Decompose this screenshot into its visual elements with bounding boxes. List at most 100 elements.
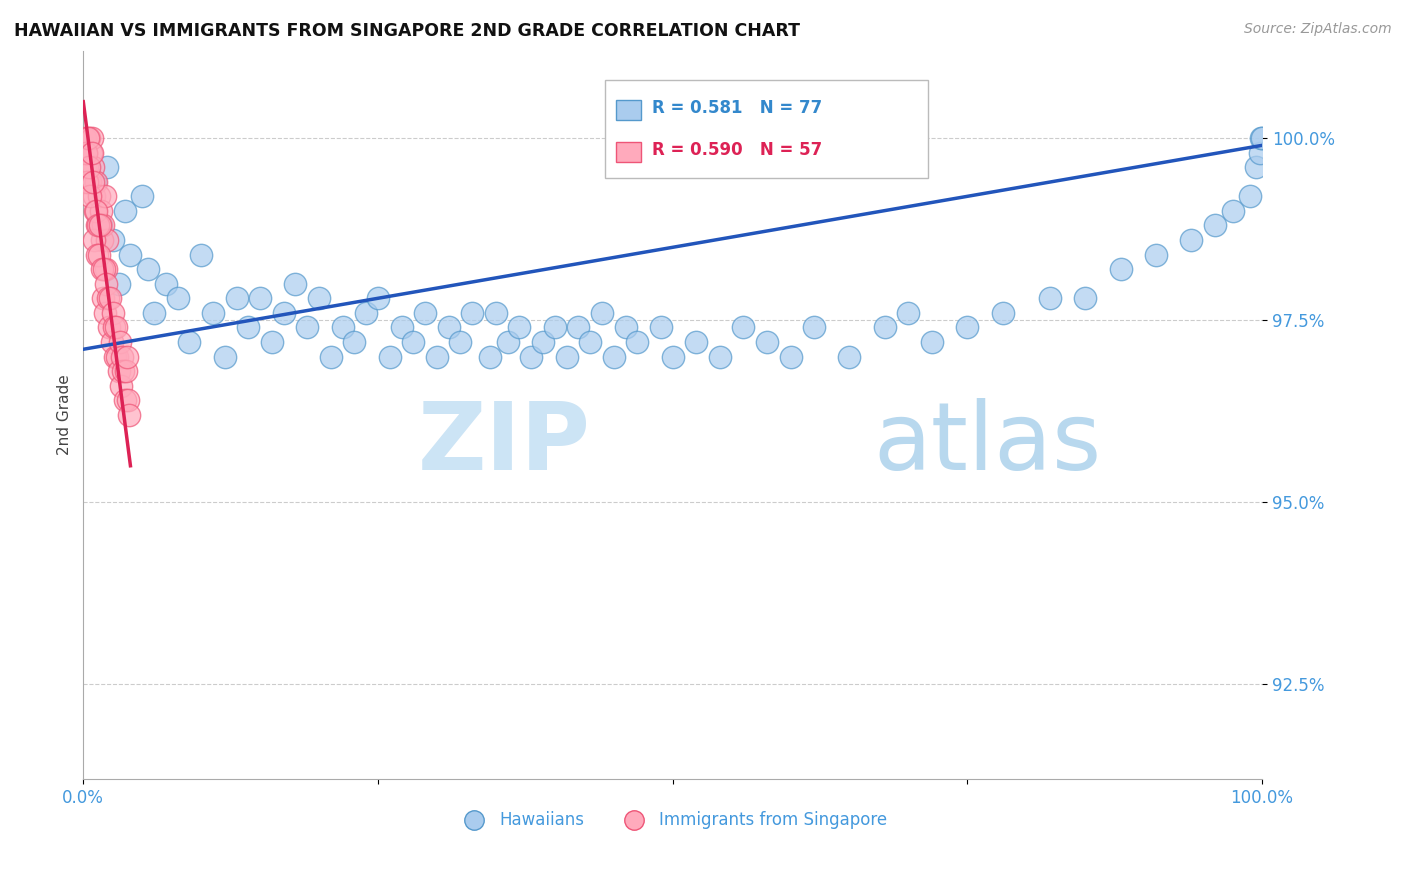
Point: [77, 131, 100, 145]
Point: [921, 334, 943, 349]
Point: [297, 320, 319, 334]
Point: [343, 334, 366, 349]
Point: [77, 160, 100, 174]
Point: [591, 306, 613, 320]
Point: [437, 320, 460, 334]
Point: [520, 350, 543, 364]
Point: [76, 160, 98, 174]
Point: [413, 306, 436, 320]
Point: [378, 350, 401, 364]
Point: [89, 219, 111, 233]
Text: R = 0.590   N = 57: R = 0.590 N = 57: [652, 141, 823, 159]
Point: [402, 334, 425, 349]
Point: [956, 320, 979, 334]
Y-axis label: 2nd Grade: 2nd Grade: [58, 375, 72, 455]
Point: [991, 306, 1014, 320]
Point: [79, 175, 101, 189]
Point: [84, 175, 107, 189]
Point: [90, 262, 112, 277]
Point: [1144, 247, 1167, 261]
Point: [626, 334, 648, 349]
Point: [115, 350, 138, 364]
Point: [107, 364, 129, 378]
Point: [1180, 233, 1202, 247]
Point: [238, 320, 260, 334]
Point: [98, 320, 121, 334]
Point: [1039, 291, 1062, 305]
Point: [614, 320, 637, 334]
Point: [485, 306, 508, 320]
Point: [190, 247, 212, 261]
Point: [838, 350, 860, 364]
Point: [426, 350, 449, 364]
Point: [94, 306, 117, 320]
Point: [685, 334, 707, 349]
Point: [110, 378, 132, 392]
Point: [354, 306, 377, 320]
Point: [1250, 131, 1272, 145]
Point: [201, 306, 224, 320]
Point: [101, 306, 124, 320]
Point: [75, 145, 97, 160]
Point: [284, 277, 307, 291]
Point: [461, 306, 484, 320]
Point: [555, 350, 578, 364]
Point: [779, 350, 801, 364]
Point: [367, 291, 389, 305]
Point: [90, 219, 112, 233]
Point: [733, 320, 755, 334]
Point: [531, 334, 554, 349]
Point: [1222, 203, 1244, 218]
Point: [120, 247, 142, 261]
Point: [155, 277, 177, 291]
Point: [496, 334, 519, 349]
Point: [1204, 219, 1226, 233]
Point: [91, 233, 114, 247]
Point: [118, 408, 141, 422]
Point: [82, 160, 104, 174]
Point: [709, 350, 731, 364]
Point: [136, 262, 159, 277]
Point: [82, 145, 104, 160]
Point: [100, 291, 122, 305]
Point: [143, 306, 166, 320]
Point: [89, 219, 111, 233]
Point: [1249, 145, 1271, 160]
Point: [83, 233, 105, 247]
Point: [166, 291, 188, 305]
Point: [79, 189, 101, 203]
Point: [75, 145, 97, 160]
Text: Source: ZipAtlas.com: Source: ZipAtlas.com: [1244, 22, 1392, 37]
Point: [273, 306, 295, 320]
Point: [77, 131, 100, 145]
Point: [544, 320, 567, 334]
Point: [249, 291, 271, 305]
Point: [112, 364, 135, 378]
Point: [89, 247, 111, 261]
Point: [93, 189, 115, 203]
Point: [84, 203, 107, 218]
Point: [93, 262, 115, 277]
Text: atlas: atlas: [873, 398, 1101, 490]
Legend: Hawaiians, Immigrants from Singapore: Hawaiians, Immigrants from Singapore: [451, 805, 894, 836]
Text: ZIP: ZIP: [418, 398, 591, 490]
Point: [73, 131, 96, 145]
Point: [91, 291, 114, 305]
Point: [873, 320, 896, 334]
Point: [650, 320, 672, 334]
Point: [567, 320, 589, 334]
Point: [84, 175, 107, 189]
Point: [508, 320, 530, 334]
Point: [100, 334, 122, 349]
Point: [87, 219, 110, 233]
Point: [450, 334, 472, 349]
Point: [1251, 131, 1274, 145]
Point: [1074, 291, 1097, 305]
Point: [82, 175, 104, 189]
Point: [1244, 160, 1267, 174]
Point: [105, 320, 128, 334]
Point: [111, 350, 134, 364]
Text: R = 0.581   N = 77: R = 0.581 N = 77: [652, 99, 823, 117]
Point: [308, 291, 330, 305]
Point: [108, 334, 131, 349]
